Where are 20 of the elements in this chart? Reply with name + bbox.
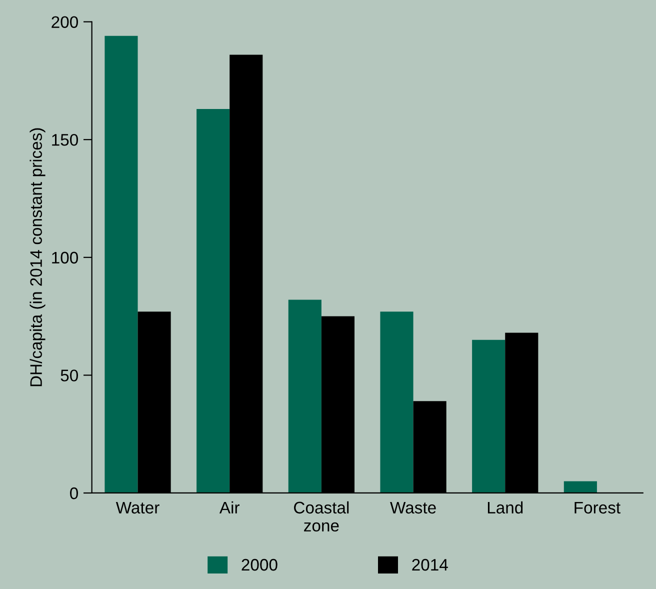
- y-tick-label: 0: [70, 487, 78, 500]
- legend-label: 2014: [412, 558, 448, 571]
- x-tick-label: Water: [116, 502, 160, 514]
- x-tick-label: Air: [219, 501, 240, 514]
- x-tick-label: Land: [488, 501, 523, 514]
- y-tick-label: 100: [52, 252, 78, 264]
- legend-label: 2000: [242, 558, 278, 571]
- bar: [104, 36, 138, 493]
- y-tick-label: 50: [60, 370, 78, 382]
- x-tick-label: Coastal zone: [294, 501, 349, 532]
- y-tick-label: 200: [52, 16, 78, 28]
- bar: [288, 300, 322, 493]
- x-tick-label: Waste: [390, 502, 436, 514]
- bar: [472, 340, 506, 493]
- y-axis-title: DH/capita (in 2014 constant prices): [30, 128, 46, 386]
- bar: [380, 312, 414, 493]
- bar: [196, 108, 230, 493]
- x-tick-label: Forest: [574, 502, 620, 514]
- bar: [564, 481, 597, 493]
- y-tick-label: 150: [52, 134, 78, 146]
